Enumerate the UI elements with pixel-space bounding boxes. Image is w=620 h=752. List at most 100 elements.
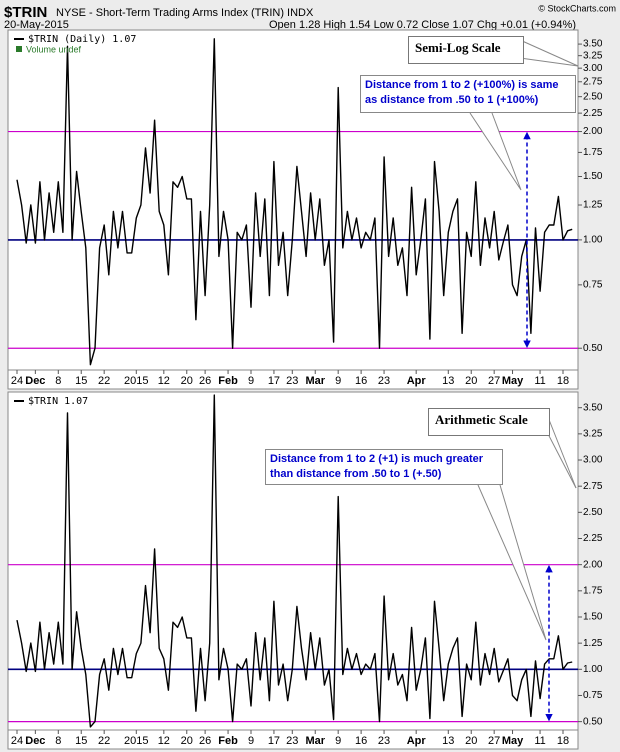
x-tick-label: Mar xyxy=(305,375,325,387)
x-tick-label: 24 xyxy=(11,375,23,387)
x-tick-label: 23 xyxy=(286,375,298,387)
x-tick-label: 27 xyxy=(488,375,500,387)
callout-line xyxy=(519,57,579,67)
callout-line xyxy=(519,39,579,67)
legend-swatch xyxy=(16,46,22,52)
x-tick-label: 15 xyxy=(75,735,87,747)
quote: Open 1.28 High 1.54 Low 0.72 Close 1.07 … xyxy=(269,19,576,31)
x-tick-label: 23 xyxy=(286,735,298,747)
y-tick-label: 3.50 xyxy=(583,39,603,50)
scale-annotation-text: Arithmetic Scale xyxy=(428,408,550,436)
y-tick-label: 1.25 xyxy=(583,638,603,649)
x-tick-label: 11 xyxy=(534,375,545,387)
x-tick-label: 12 xyxy=(158,735,170,747)
y-tick-label: 1.75 xyxy=(583,585,603,596)
y-tick-label: 0.50 xyxy=(583,343,603,354)
x-tick-label: 20 xyxy=(465,375,477,387)
y-tick-label: 1.00 xyxy=(583,235,603,246)
y-tick-label: 2.25 xyxy=(583,108,603,119)
y-tick-label: 1.50 xyxy=(583,612,603,623)
x-tick-label: 23 xyxy=(378,735,390,747)
price-line xyxy=(16,38,573,366)
y-tick-label: 2.75 xyxy=(583,481,603,492)
x-tick-label: 9 xyxy=(335,735,341,747)
x-tick-label: Feb xyxy=(218,735,238,747)
scale-annotation: Semi-Log Scale xyxy=(408,36,524,64)
x-tick-label: 9 xyxy=(335,375,341,387)
x-axis-strip xyxy=(7,729,579,750)
y-tick-label: 2.75 xyxy=(583,76,603,87)
x-tick-label: 15 xyxy=(75,375,87,387)
x-tick-label: Dec xyxy=(25,735,45,747)
callout-line xyxy=(545,411,577,489)
y-tick-label: 2.25 xyxy=(583,533,603,544)
plot-area xyxy=(7,391,579,731)
price-line xyxy=(16,394,573,728)
x-tick-label: 27 xyxy=(488,735,500,747)
x-tick-label: 26 xyxy=(199,735,211,747)
x-tick-label: Dec xyxy=(25,375,45,387)
y-tick-label: 2.50 xyxy=(583,507,603,518)
y-tick-label: 1.25 xyxy=(583,200,603,211)
scale-annotation: Arithmetic Scale xyxy=(428,408,550,436)
x-tick-label: 2015 xyxy=(124,375,148,387)
x-tick-label: 26 xyxy=(199,375,211,387)
y-tick-label: 2.00 xyxy=(583,559,603,570)
note-text: Distance from 1 to 2 (+1) is much greate… xyxy=(265,449,503,485)
y-tick-label: 2.50 xyxy=(583,91,603,102)
legend-label: Volume undef xyxy=(26,44,82,54)
x-tick-label: 11 xyxy=(534,735,545,747)
x-tick-label: May xyxy=(502,735,524,747)
x-tick-label: 22 xyxy=(98,375,110,387)
x-tick-label: 18 xyxy=(557,735,569,747)
copyright: © StockCharts.com xyxy=(538,3,616,13)
x-tick-label: 17 xyxy=(268,735,280,747)
x-tick-label: 23 xyxy=(378,375,390,387)
x-axis-strip xyxy=(7,369,579,390)
scale-annotation-text: Semi-Log Scale xyxy=(408,36,524,64)
x-tick-label: 13 xyxy=(442,735,454,747)
x-tick-label: 20 xyxy=(465,735,477,747)
legend-label: $TRIN 1.07 xyxy=(28,396,88,407)
x-tick-label: 16 xyxy=(355,735,367,747)
y-tick-label: 3.00 xyxy=(583,63,603,74)
y-tick-label: 3.50 xyxy=(583,402,603,413)
x-tick-label: 20 xyxy=(181,375,193,387)
date: 20-May-2015 xyxy=(4,19,69,31)
x-tick-label: Feb xyxy=(218,375,238,387)
y-tick-label: 3.00 xyxy=(583,455,603,466)
y-tick-label: 1.00 xyxy=(583,664,603,675)
x-tick-label: 8 xyxy=(55,375,61,387)
description: NYSE - Short-Term Trading Arms Index (TR… xyxy=(56,7,314,19)
callout-line xyxy=(545,429,577,489)
x-tick-label: 12 xyxy=(158,375,170,387)
x-tick-label: Apr xyxy=(407,375,427,387)
note-pointer xyxy=(469,112,522,191)
note: Distance from 1 to 2 (+1) is much greate… xyxy=(265,449,503,485)
y-tick-label: 3.25 xyxy=(583,50,603,61)
x-tick-label: May xyxy=(502,375,524,387)
x-tick-label: 9 xyxy=(248,735,254,747)
x-tick-label: 13 xyxy=(442,375,454,387)
legend-label: $TRIN (Daily) 1.07 xyxy=(28,34,136,45)
y-tick-label: 2.00 xyxy=(583,126,603,137)
y-tick-label: 0.50 xyxy=(583,716,603,727)
symbol: $TRIN xyxy=(4,4,47,21)
x-tick-label: 9 xyxy=(248,375,254,387)
x-tick-label: 2015 xyxy=(124,735,148,747)
note: Distance from 1 to 2 (+100%) is same as … xyxy=(360,75,576,113)
y-tick-label: 0.75 xyxy=(583,279,603,290)
y-tick-label: 1.75 xyxy=(583,147,603,158)
x-tick-label: Apr xyxy=(407,735,427,747)
note-text: Distance from 1 to 2 (+100%) is same as … xyxy=(360,75,576,113)
x-tick-label: 16 xyxy=(355,375,367,387)
x-tick-label: 22 xyxy=(98,735,110,747)
x-tick-label: 17 xyxy=(268,375,280,387)
x-tick-label: 20 xyxy=(181,735,193,747)
y-tick-label: 0.75 xyxy=(583,690,603,701)
x-tick-label: Mar xyxy=(305,735,325,747)
y-tick-label: 1.50 xyxy=(583,171,603,182)
x-tick-label: 18 xyxy=(557,375,569,387)
